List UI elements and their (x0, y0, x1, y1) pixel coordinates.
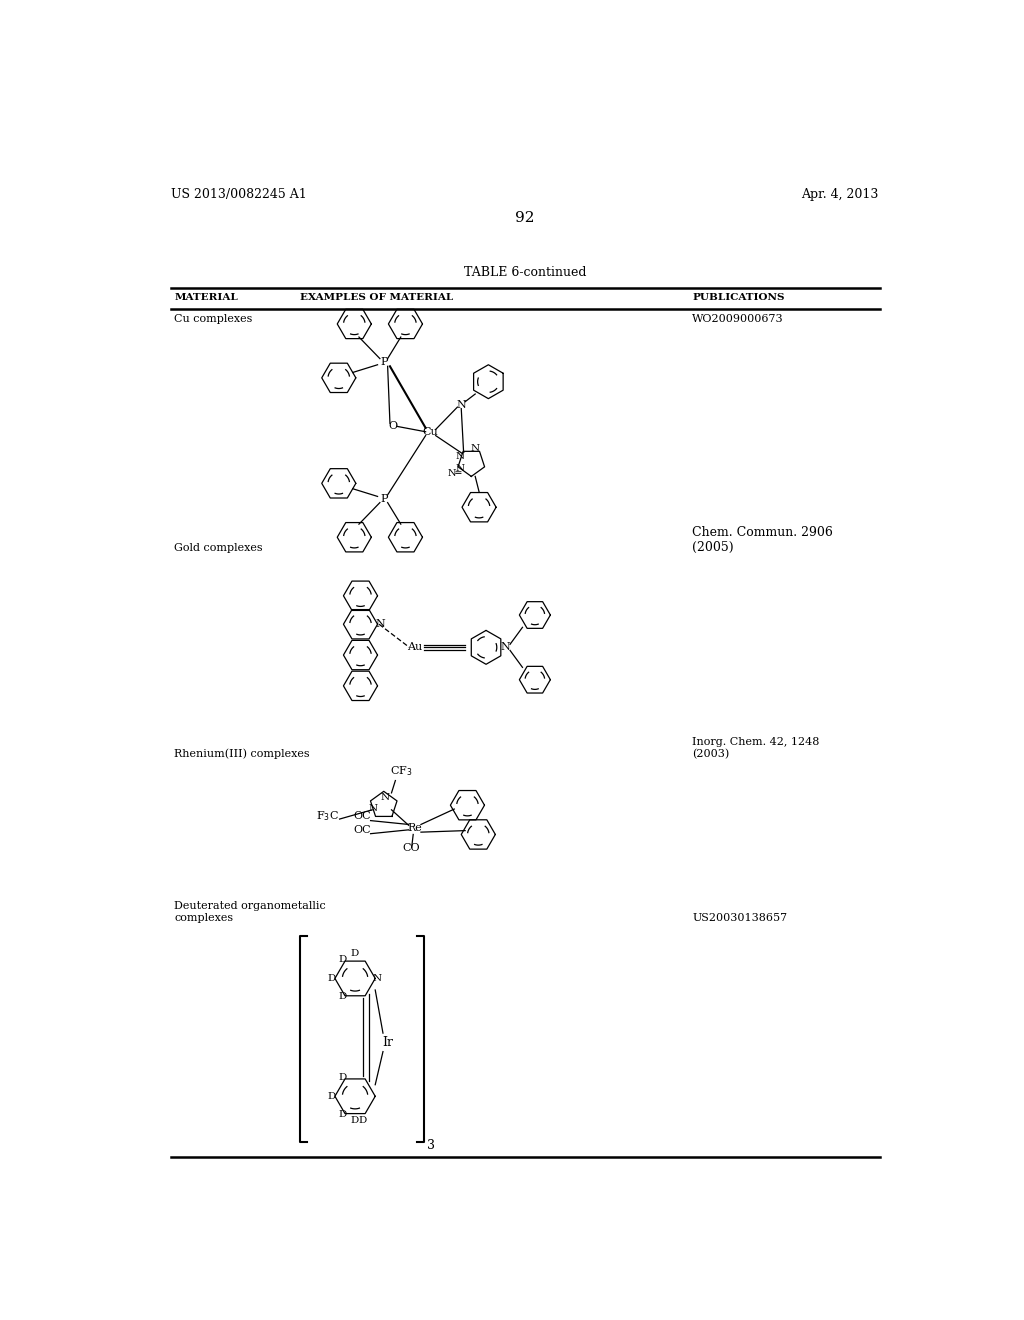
Text: N: N (369, 804, 378, 813)
Text: 92: 92 (515, 211, 535, 224)
Text: OC: OC (353, 825, 371, 836)
Text: N: N (375, 619, 385, 630)
Text: Inorg. Chem. 42, 1248
(2003): Inorg. Chem. 42, 1248 (2003) (692, 738, 819, 759)
Text: D: D (358, 1117, 367, 1126)
Text: N: N (372, 974, 381, 983)
Text: EXAMPLES OF MATERIAL: EXAMPLES OF MATERIAL (300, 293, 454, 302)
Text: D: D (339, 1073, 347, 1082)
Text: Au: Au (408, 643, 422, 652)
Text: P: P (380, 494, 387, 504)
Text: D: D (339, 993, 347, 1002)
Text: D: D (351, 1117, 359, 1126)
Text: MATERIAL: MATERIAL (174, 293, 239, 302)
Text: D: D (328, 1092, 336, 1101)
Text: N═: N═ (447, 469, 462, 478)
Text: WO2009000673: WO2009000673 (692, 314, 783, 325)
Text: PUBLICATIONS: PUBLICATIONS (692, 293, 784, 302)
Text: D: D (339, 1110, 347, 1119)
Text: TABLE 6-continued: TABLE 6-continued (464, 267, 586, 280)
Text: P: P (380, 358, 387, 367)
Text: O: O (388, 421, 397, 432)
Text: N: N (457, 400, 466, 409)
Text: D: D (328, 974, 336, 983)
Text: OC: OC (353, 810, 371, 821)
Text: D: D (351, 949, 359, 958)
Text: N: N (471, 445, 480, 453)
Text: Deuterated organometallic
complexes: Deuterated organometallic complexes (174, 902, 327, 923)
Text: Ir: Ir (382, 1036, 393, 1049)
Text: Cu: Cu (422, 426, 438, 437)
Text: D: D (339, 956, 347, 965)
Text: CF$_3$: CF$_3$ (389, 764, 412, 779)
Text: CO: CO (402, 843, 420, 854)
Text: 3: 3 (427, 1139, 435, 1151)
Text: Re: Re (408, 824, 422, 833)
Text: Chem. Commun. 2906
(2005): Chem. Commun. 2906 (2005) (692, 527, 834, 554)
Text: N: N (456, 451, 465, 461)
Text: F$_3$C: F$_3$C (316, 809, 339, 822)
Text: US 2013/0082245 A1: US 2013/0082245 A1 (171, 189, 306, 202)
Text: Cu complexes: Cu complexes (174, 314, 253, 325)
Text: N: N (381, 793, 390, 803)
Text: N: N (456, 465, 465, 473)
Text: US20030138657: US20030138657 (692, 912, 787, 923)
Text: Rhenium(III) complexes: Rhenium(III) complexes (174, 748, 310, 759)
Text: Gold complexes: Gold complexes (174, 543, 263, 553)
Text: Apr. 4, 2013: Apr. 4, 2013 (801, 189, 879, 202)
Text: N: N (501, 643, 510, 652)
